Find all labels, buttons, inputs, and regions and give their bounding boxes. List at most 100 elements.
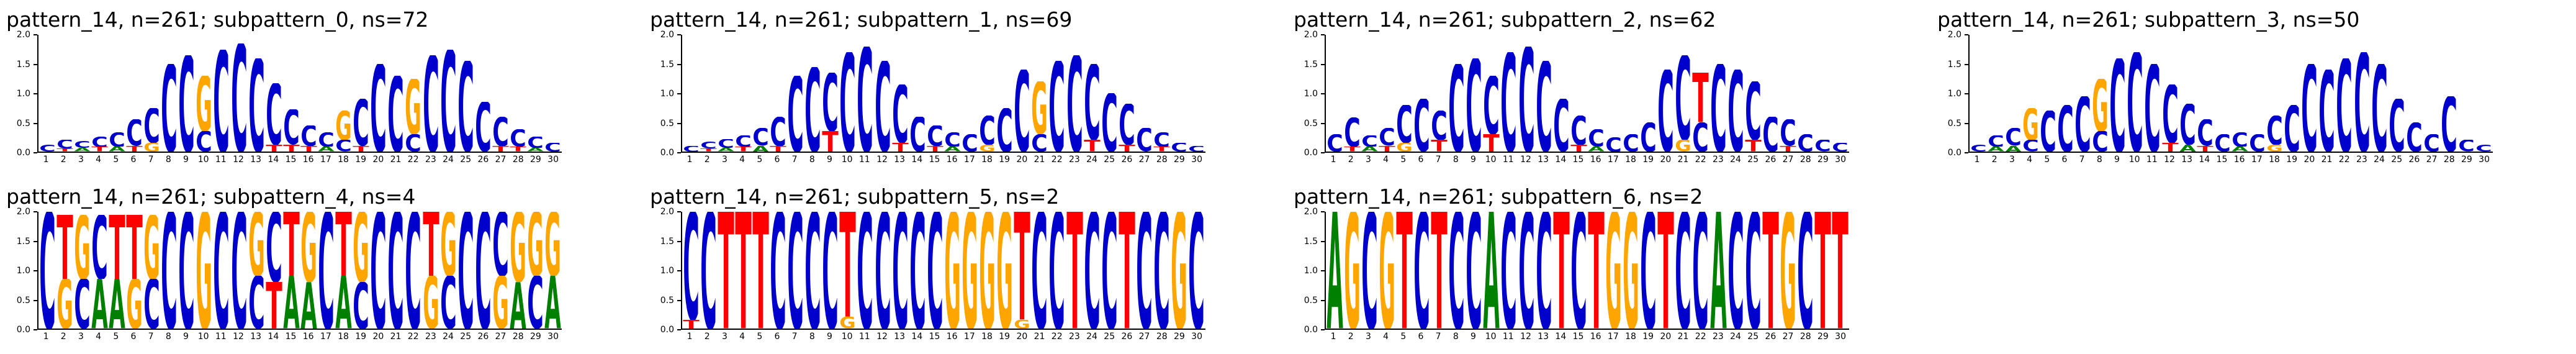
svg-text:C: C (1448, 64, 1465, 152)
x-tick-label: 29 (1817, 332, 1829, 342)
svg-text:C: C (388, 212, 405, 329)
x-tick-label: 7 (148, 155, 154, 165)
x-tick-label: 6 (774, 332, 780, 342)
logo-column: C (1171, 35, 1188, 152)
panel-title: pattern_14, n=261; subpattern_2, ns=62 (1294, 7, 1716, 32)
letter-C-glyph: C (2406, 122, 2423, 152)
svg-text:A: A (2179, 145, 2196, 152)
letter-G-glyph: G (527, 212, 544, 276)
letter-C-glyph: C (787, 76, 804, 152)
y-tick-mark (1321, 211, 1325, 212)
x-axis: 1 2 3 4 5 6 7 8 9 10 11 12 13 14 15 16 17 18 19 20 21 22 23 24 2… (37, 155, 562, 168)
svg-text:T: T (1431, 212, 1448, 329)
x-tick-label: 10 (841, 332, 853, 342)
svg-text:G: G (423, 276, 439, 329)
y-tick-mark (1321, 152, 1325, 153)
y-tick-label: 1.0 (660, 89, 674, 99)
y-tick-label: 0.0 (16, 325, 30, 335)
letter-G-glyph: G (353, 212, 369, 282)
svg-text:C: C (1640, 212, 1657, 329)
x-axis: 1 2 3 4 5 6 7 8 9 10 11 12 13 14 15 16 17 18 19 20 21 22 23 24 2… (681, 332, 1205, 345)
letter-T-glyph: T (683, 320, 700, 329)
y-tick-label: 1.5 (1304, 59, 1318, 70)
svg-text:C: C (1344, 117, 1361, 147)
letter-C-glyph: C (353, 99, 369, 145)
x-tick-label: 7 (791, 332, 798, 342)
svg-text:C: C (1797, 134, 1814, 152)
svg-text:C: C (1605, 137, 1622, 152)
x-tick-label: 20 (372, 332, 384, 342)
letter-G-glyph: G (1344, 212, 1361, 329)
letter-C-glyph: C (39, 145, 56, 152)
letter-C-glyph: C (1762, 117, 1779, 152)
letter-C-glyph: C (979, 116, 996, 145)
svg-text:T: T (1693, 73, 1709, 122)
svg-text:G: G (405, 79, 422, 134)
letter-C-glyph: C (1413, 99, 1430, 152)
svg-text:C: C (492, 117, 509, 146)
x-tick-label: 3 (1365, 332, 1371, 342)
logo-panel-6: pattern_14, n=261; subpattern_6, ns=2 0.… (1287, 177, 1931, 354)
svg-text:C: C (248, 58, 265, 152)
logo-column: C (1413, 212, 1430, 329)
x-tick-label: 6 (774, 155, 780, 165)
x-tick-label: 16 (1590, 332, 1601, 342)
y-tick-label: 2.0 (1304, 30, 1318, 40)
letter-A-glyph: A (2005, 146, 2022, 152)
y-tick-mark (34, 240, 37, 242)
letter-G-glyph: G (2022, 108, 2039, 140)
letter-A-glyph: A (1988, 147, 2004, 152)
svg-text:C: C (1049, 61, 1066, 152)
x-tick-label: 1 (1330, 332, 1336, 342)
svg-text:C: C (492, 212, 509, 276)
x-tick-label: 9 (2114, 155, 2120, 165)
letter-G-glyph: G (143, 143, 160, 152)
svg-text:C: C (510, 129, 526, 147)
letter-C-glyph: C (1101, 212, 1118, 329)
panel-title: pattern_14, n=261; subpattern_5, ns=2 (650, 184, 1060, 209)
x-tick-label: 5 (757, 155, 763, 165)
letter-C-glyph: C (875, 212, 891, 329)
svg-text:T: T (752, 212, 769, 329)
svg-text:C: C (405, 134, 422, 152)
letter-C-glyph: C (1692, 122, 1709, 152)
y-tick-mark (1965, 63, 1968, 65)
y-tick-mark (1321, 122, 1325, 124)
letter-A-glyph: A (318, 147, 335, 152)
letter-A-glyph: A (718, 148, 734, 152)
svg-text:T: T (126, 215, 143, 279)
svg-text:G: G (527, 212, 544, 276)
logo-column: C (2353, 35, 2371, 152)
x-tick-label: 22 (1695, 155, 1706, 165)
letter-C-glyph: C (1640, 122, 1657, 152)
svg-text:C: C (875, 212, 891, 329)
letter-C-glyph: C (457, 61, 474, 152)
svg-text:T: T (1588, 212, 1605, 329)
logo-column: C (38, 35, 56, 152)
letter-C-glyph: C (1536, 212, 1552, 329)
x-tick-label: 13 (894, 332, 906, 342)
logo-column: C (1727, 212, 1744, 329)
svg-text:C: C (909, 212, 926, 329)
svg-text:C: C (1014, 70, 1031, 152)
x-tick-label: 12 (233, 332, 244, 342)
logo-column: A (1709, 212, 1727, 329)
x-tick-label: 14 (911, 332, 923, 342)
letter-T-glyph: T (1570, 145, 1587, 152)
x-tick-label: 17 (2251, 155, 2263, 165)
letter-C-glyph: C (544, 143, 562, 152)
letter-C-glyph: C (1570, 116, 1587, 145)
logo-column: C (839, 35, 857, 152)
svg-text:A: A (944, 147, 961, 152)
letter-C-glyph: C (718, 139, 734, 148)
logo-column: C (422, 35, 439, 152)
svg-text:C: C (457, 61, 474, 152)
logo-column: C (909, 212, 926, 329)
logo-column: C (682, 35, 700, 152)
